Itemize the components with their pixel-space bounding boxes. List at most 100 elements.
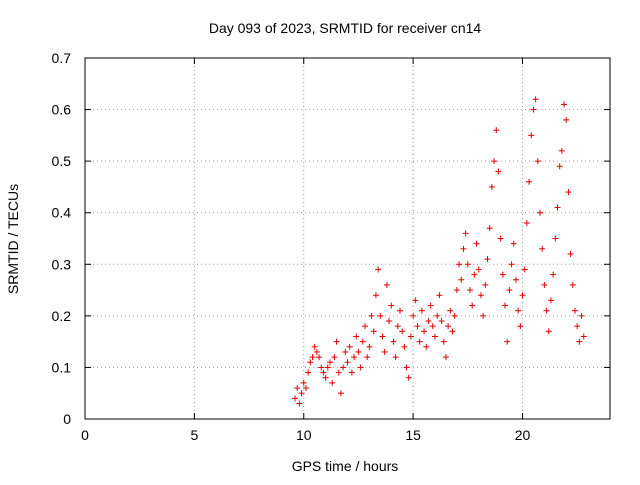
data-point — [337, 390, 344, 397]
data-point — [405, 374, 412, 381]
data-point — [506, 287, 513, 294]
data-point — [416, 338, 423, 345]
data-point — [440, 338, 447, 345]
data-point — [445, 323, 452, 330]
data-point — [331, 354, 338, 361]
data-point — [372, 292, 379, 299]
data-point — [580, 333, 587, 340]
data-point — [324, 364, 331, 371]
data-point — [469, 302, 476, 309]
data-point — [362, 323, 368, 330]
data-point — [523, 220, 530, 227]
data-point — [447, 307, 454, 314]
data-point — [547, 297, 554, 304]
y-axis-label: SRMTID / TECUs — [5, 184, 21, 294]
data-point — [477, 292, 484, 299]
data-point — [471, 271, 478, 278]
data-point — [429, 323, 436, 330]
y-tick-label: 0.2 — [52, 308, 72, 324]
data-point — [475, 266, 482, 273]
data-point — [368, 312, 375, 319]
data-point — [449, 328, 456, 335]
data-point — [512, 276, 519, 283]
data-point — [298, 390, 305, 397]
data-point — [561, 101, 568, 108]
data-point — [521, 266, 528, 273]
data-point — [502, 302, 508, 309]
data-point — [302, 385, 309, 392]
data-point — [318, 364, 325, 371]
data-point — [519, 292, 526, 299]
data-point — [486, 225, 493, 232]
data-point — [467, 287, 473, 294]
data-point — [359, 338, 366, 345]
data-point — [296, 400, 303, 407]
data-point — [537, 209, 543, 216]
data-point — [348, 369, 355, 376]
data-point — [515, 307, 522, 314]
data-point — [554, 204, 561, 211]
data-point — [401, 343, 408, 350]
x-axis-label: GPS time / hours — [292, 458, 399, 474]
data-point — [333, 338, 340, 345]
data-point — [563, 116, 570, 123]
data-point — [386, 318, 393, 325]
data-point — [418, 307, 425, 314]
data-point — [421, 328, 428, 335]
data-point — [346, 343, 353, 350]
chart-title: Day 093 of 2023, SRMTID for receiver cn1… — [209, 20, 482, 36]
data-point — [403, 364, 410, 371]
y-tick-label: 0 — [63, 411, 71, 427]
data-point — [434, 312, 441, 319]
data-point — [410, 312, 417, 319]
data-point — [392, 354, 399, 361]
data-point — [534, 158, 541, 165]
data-point — [517, 323, 524, 330]
data-point — [526, 178, 533, 185]
x-tick-label: 10 — [296, 427, 312, 443]
data-point — [488, 183, 495, 190]
data-point — [473, 240, 480, 247]
data-point — [313, 348, 320, 355]
data-point — [309, 354, 316, 361]
data-point — [351, 354, 358, 361]
data-point — [388, 302, 395, 309]
data-point — [425, 318, 432, 325]
data-point — [480, 312, 487, 319]
data-point — [569, 281, 576, 288]
data-point — [558, 147, 565, 154]
data-point — [381, 348, 388, 355]
data-point — [508, 261, 515, 268]
y-tick-label: 0.3 — [52, 256, 72, 272]
data-point — [390, 338, 397, 345]
data-point — [353, 333, 360, 340]
data-point — [379, 333, 386, 340]
data-point — [342, 348, 349, 355]
data-point — [451, 312, 458, 319]
data-point — [412, 297, 419, 304]
data-point — [370, 328, 377, 335]
data-point — [528, 132, 535, 139]
data-point — [552, 235, 559, 242]
data-point — [541, 281, 548, 288]
data-point — [545, 328, 552, 335]
data-point — [510, 240, 517, 247]
grid-layer — [85, 58, 610, 419]
data-point — [550, 271, 557, 278]
data-point — [576, 338, 583, 345]
data-point — [539, 245, 546, 252]
x-tick-label: 5 — [190, 427, 198, 443]
data-point — [397, 307, 403, 314]
data-point — [292, 395, 298, 402]
y-tick-label: 0.7 — [52, 50, 72, 66]
data-point — [436, 292, 443, 299]
data-point — [407, 333, 414, 340]
data-point — [320, 369, 327, 376]
data-point — [574, 323, 581, 330]
data-point — [399, 328, 406, 335]
data-point — [307, 359, 314, 366]
y-tick-label: 0.4 — [52, 205, 72, 221]
x-tick-label: 15 — [405, 427, 421, 443]
y-tick-label: 0.1 — [52, 359, 72, 375]
data-point — [366, 343, 373, 350]
